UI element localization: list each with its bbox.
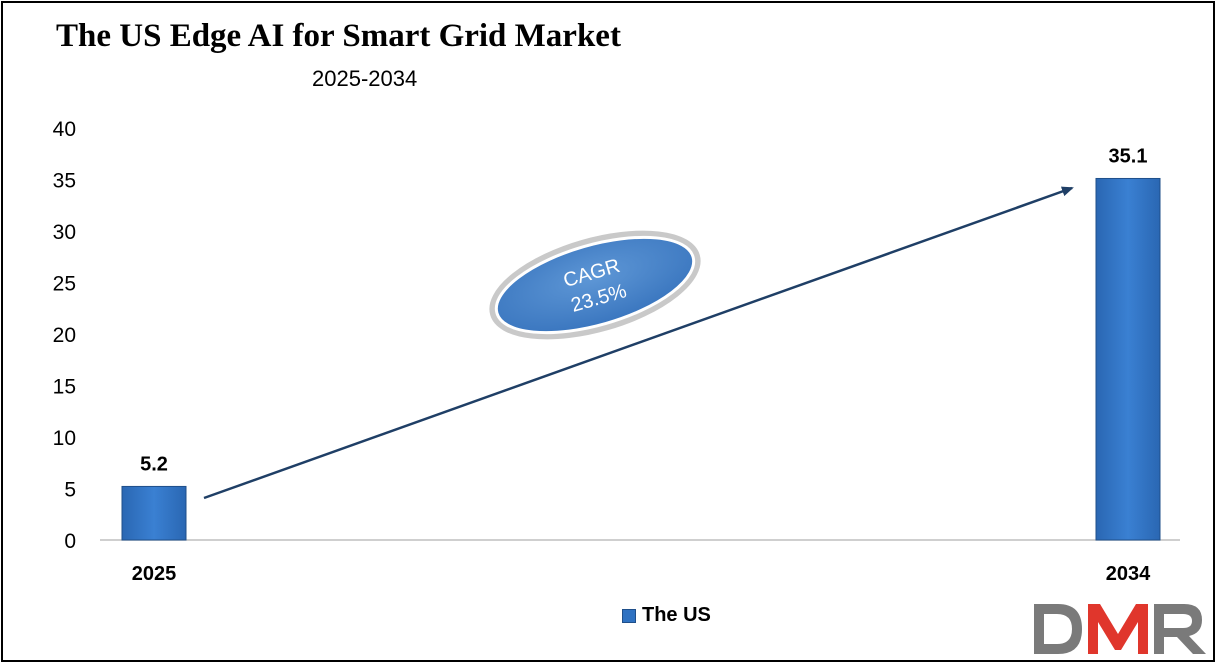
y-tick-label: 25 [53, 273, 76, 296]
bar-2025 [121, 485, 187, 541]
y-tick-label: 0 [64, 530, 76, 553]
y-tick-label: 10 [53, 427, 76, 450]
chart-title: The US Edge AI for Smart Grid Market [56, 18, 621, 54]
y-tick-label: 35 [53, 170, 76, 193]
chart-subtitle: 2025-2034 [312, 66, 418, 91]
bar-2034 [1095, 177, 1161, 541]
y-tick-label: 20 [53, 324, 76, 347]
legend: The US [622, 604, 711, 627]
legend-label: The US [642, 604, 711, 626]
y-tick-label: 5 [64, 479, 76, 502]
y-tick-label: 40 [53, 118, 76, 141]
y-tick-label: 15 [53, 376, 76, 399]
trend-arrow [203, 186, 1074, 500]
cagr-annotation: CAGR 23.5% [489, 230, 701, 340]
dmr-logo [1034, 604, 1206, 654]
y-tick-label: 30 [53, 221, 76, 244]
legend-swatch [622, 608, 636, 623]
data-label: 5.2 [140, 453, 168, 475]
data-label: 35.1 [1109, 145, 1148, 167]
x-tick-label: 2034 [1106, 563, 1151, 585]
x-tick-label: 2025 [132, 563, 177, 585]
